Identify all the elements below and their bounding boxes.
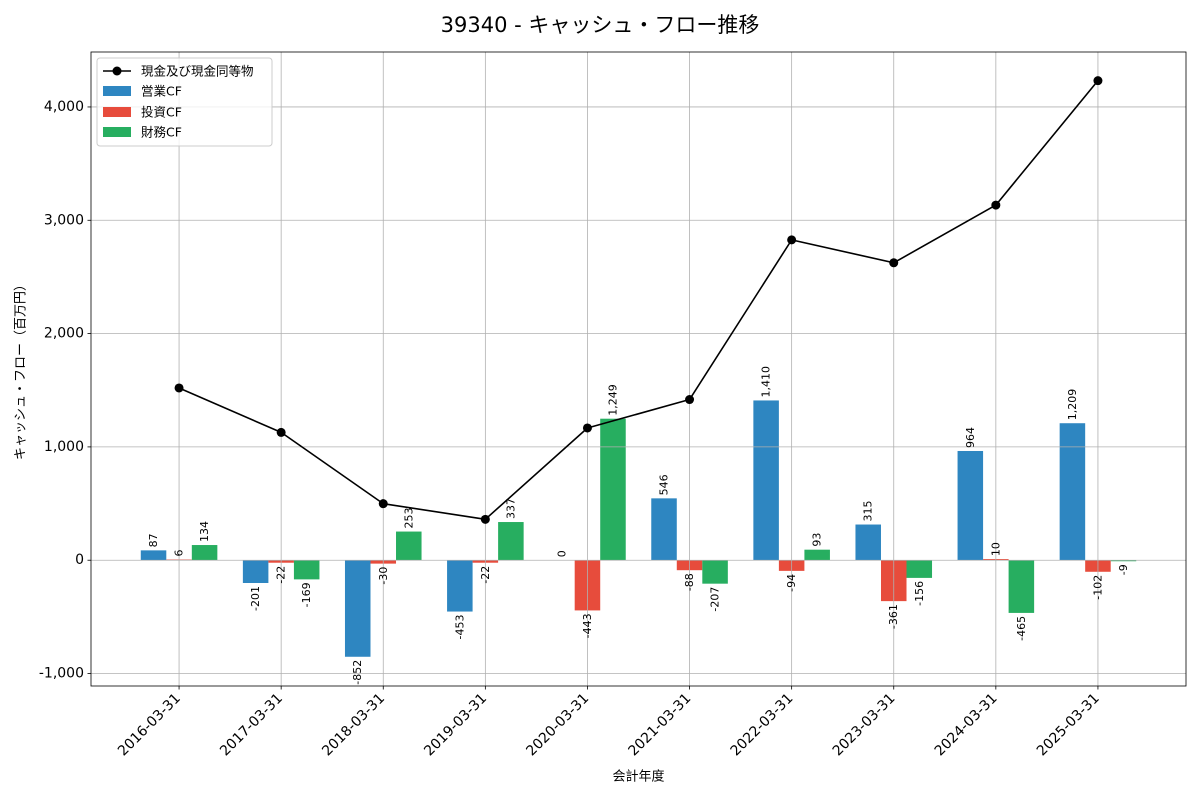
- bar-value-label: 10: [989, 542, 1002, 556]
- cf-bar: [651, 498, 677, 561]
- bar-value-label: 315: [862, 501, 875, 522]
- y-axis-label: キャッシュ・フロー（百万円）: [14, 278, 29, 460]
- bar-value-label: 337: [504, 498, 517, 519]
- cash-line: [178, 80, 1099, 521]
- legend-color-swatch: [103, 86, 131, 96]
- bar-value-label: -852: [351, 660, 364, 685]
- x-axis-label: 会計年度: [612, 769, 664, 785]
- cf-bar: [396, 531, 422, 561]
- bar-value-label: 964: [964, 427, 977, 448]
- bar-value-label: 93: [811, 533, 824, 547]
- cf-bar: [1059, 423, 1086, 561]
- cf-bar: [702, 560, 728, 584]
- legend-item-operating: 営業CF: [103, 84, 182, 99]
- cash-marker: [889, 258, 899, 268]
- bar-value-label: -22: [275, 566, 288, 584]
- legend-color-swatch: [103, 107, 131, 117]
- legend-label: 現金及び現金同等物: [141, 64, 254, 79]
- bar-value-label: -453: [453, 615, 466, 640]
- cash-marker: [582, 423, 592, 433]
- legend: 現金及び現金同等物 営業CF 投資CF 財務CF: [96, 57, 273, 147]
- bar-value-label: 253: [402, 508, 415, 529]
- cash-marker: [480, 514, 490, 524]
- legend-label: 財務CF: [141, 125, 182, 140]
- bar-label-layer: 87 -201 -852 -453 0 546 1,410 315 964 1,209 6 -22 -3…: [147, 366, 1130, 685]
- bar-value-label: 1,249: [606, 384, 619, 416]
- bar-value-label: -22: [479, 566, 492, 584]
- cf-bar: [906, 560, 933, 578]
- legend-label: 営業CF: [141, 84, 182, 99]
- bar-value-label: -443: [581, 613, 594, 638]
- y-tick-label: 4,000: [44, 99, 84, 115]
- legend-item-cash: 現金及び現金同等物: [103, 64, 254, 79]
- bar-value-label: -361: [887, 604, 900, 629]
- cf-bar: [1110, 560, 1137, 562]
- cf-bar: [1008, 560, 1035, 613]
- y-tick-label: 3,000: [44, 212, 84, 228]
- bar-value-label: 1,410: [760, 366, 773, 398]
- plot-frame: [90, 51, 1187, 687]
- legend-marker-swatch: [112, 66, 122, 76]
- legend-color-swatch: [103, 127, 131, 137]
- cf-bar: [242, 560, 269, 583]
- cf-bar: [293, 560, 320, 580]
- bar-value-label: 6: [173, 550, 186, 557]
- cash-marker: [685, 395, 695, 405]
- y-tick-label: 0: [75, 552, 84, 568]
- bar-value-label: -465: [1015, 616, 1028, 641]
- bar-value-label: -156: [913, 581, 926, 606]
- bar-value-label: -207: [709, 587, 722, 612]
- y-tick-label: -1,000: [39, 666, 84, 682]
- bar-value-label: -169: [300, 582, 313, 607]
- bar-value-label: -88: [683, 573, 696, 591]
- chart-title: 39340 - キャッシュ・フロー推移: [441, 13, 760, 37]
- bar-value-label: -94: [785, 574, 798, 592]
- legend-label: 投資CF: [141, 105, 182, 120]
- cf-bar: [498, 522, 524, 561]
- cash-marker: [276, 427, 286, 437]
- bar-layer: [140, 400, 1137, 657]
- bar-value-label: -9: [1117, 564, 1130, 575]
- y-tick-label: 2,000: [44, 326, 84, 342]
- legend-item-investing: 投資CF: [103, 105, 182, 120]
- cf-bar: [804, 549, 830, 561]
- y-tick-label: 1,000: [44, 439, 84, 455]
- bar-value-label: 1,209: [1066, 389, 1079, 421]
- bar-value-label: 0: [555, 550, 568, 557]
- bar-value-label: 87: [147, 533, 160, 547]
- bar-value-label: 134: [198, 521, 211, 542]
- cf-bar: [600, 418, 626, 561]
- bar-value-label: 546: [658, 474, 671, 495]
- cash-marker: [378, 499, 388, 509]
- cash-marker: [991, 200, 1001, 210]
- legend-frame: [96, 57, 273, 147]
- line-layer: [174, 76, 1103, 524]
- cf-bar: [447, 560, 473, 612]
- cash-marker: [787, 235, 797, 245]
- cf-bar: [344, 560, 371, 657]
- bar-value-label: -102: [1091, 575, 1104, 600]
- cf-bar: [957, 450, 984, 561]
- cf-bar: [855, 524, 881, 561]
- cash-marker: [1093, 76, 1103, 86]
- cash-marker: [174, 383, 184, 393]
- bar-value-label: -201: [249, 586, 262, 611]
- cf-bar: [753, 400, 779, 561]
- legend-item-financing: 財務CF: [103, 125, 182, 140]
- grid-layer: [91, 52, 1186, 686]
- bar-value-label: -30: [377, 567, 390, 585]
- cf-bar: [191, 545, 218, 561]
- cf-bar: [140, 550, 167, 561]
